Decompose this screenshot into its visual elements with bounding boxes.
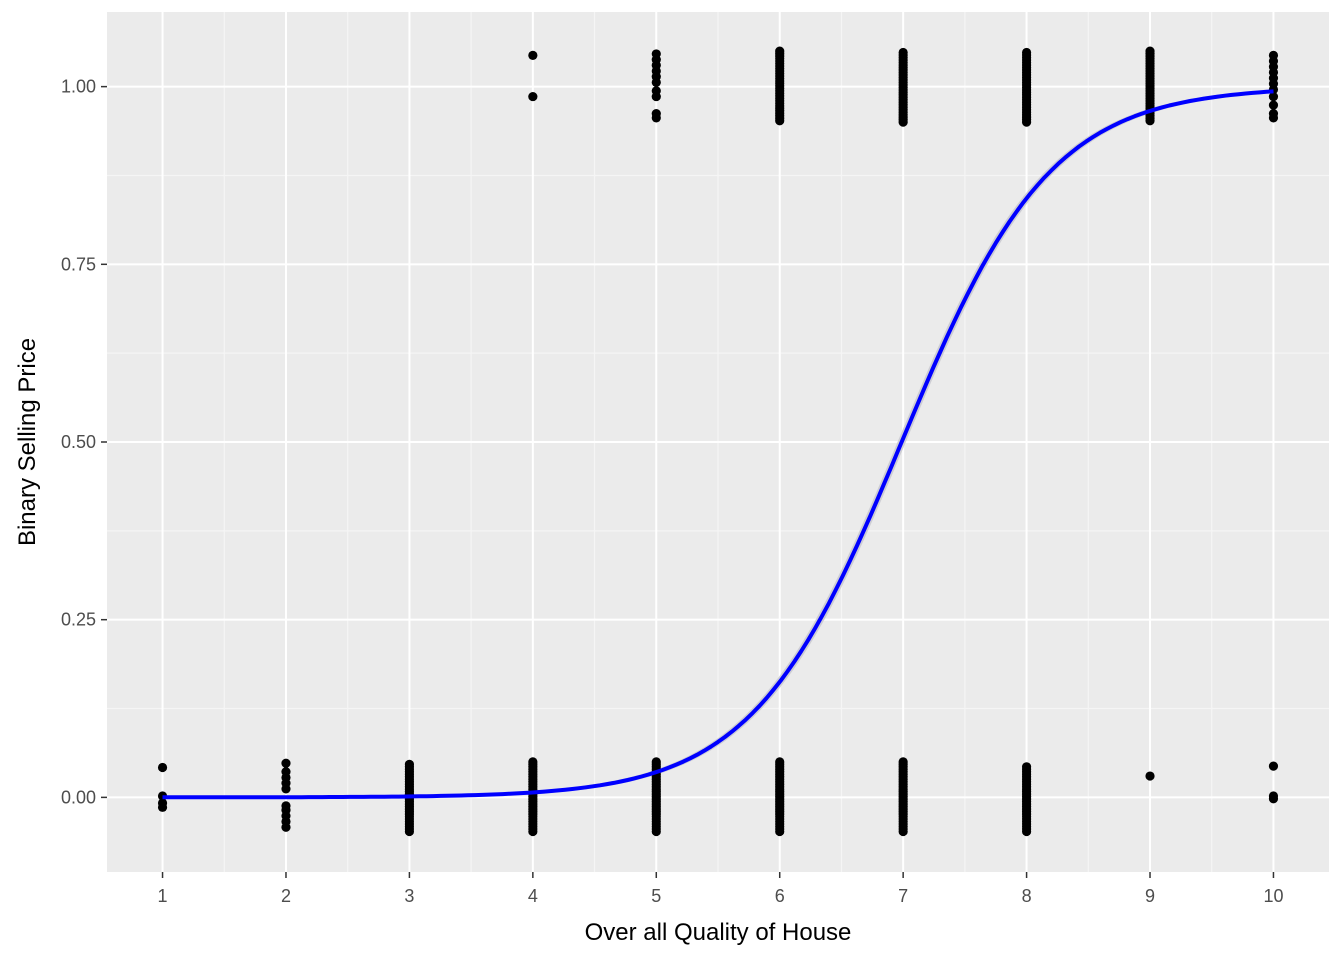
data-point	[775, 757, 785, 767]
x-tick-label: 3	[404, 886, 414, 906]
y-tick-label: 0.50	[61, 432, 96, 452]
data-point	[157, 762, 168, 773]
data-point	[1268, 113, 1279, 123]
y-tick-label: 0.00	[61, 787, 96, 807]
x-tick-label: 1	[158, 886, 168, 906]
x-tick-label: 2	[281, 886, 291, 906]
data-points	[157, 46, 1279, 837]
data-point	[528, 757, 538, 767]
x-tick-label: 7	[898, 886, 908, 906]
x-tick-label: 4	[528, 886, 538, 906]
data-point	[1145, 771, 1155, 781]
data-point	[281, 758, 291, 768]
data-point	[528, 91, 538, 102]
x-tick-label: 9	[1145, 886, 1155, 906]
x-tick-label: 5	[651, 886, 661, 906]
data-point	[528, 50, 538, 60]
data-point	[651, 77, 661, 87]
grid-major	[107, 12, 1329, 872]
y-axis-title: Binary Selling Price	[14, 338, 41, 546]
data-point	[651, 91, 661, 102]
data-point	[898, 47, 908, 58]
data-point	[651, 757, 661, 767]
x-axis-ticks: 1 2 3 4 5 6 7 8 9 10	[158, 872, 1283, 906]
data-point	[1268, 100, 1279, 110]
data-point	[898, 757, 908, 767]
x-tick-label: 8	[1022, 886, 1032, 906]
data-point	[1268, 794, 1279, 804]
y-tick-label: 0.75	[61, 254, 96, 274]
x-tick-label: 6	[775, 886, 785, 906]
data-point	[281, 784, 291, 794]
data-point	[281, 822, 291, 832]
fit-line	[162, 89, 1274, 800]
data-point	[1021, 47, 1032, 58]
y-axis-ticks: 0.00 0.25 0.50 0.75 1.00	[61, 77, 107, 807]
data-point	[651, 113, 661, 123]
data-point	[1268, 761, 1279, 771]
fit-curve	[162, 89, 1274, 800]
data-point	[775, 46, 785, 56]
x-tick-label: 10	[1263, 886, 1283, 906]
data-point	[1021, 762, 1032, 772]
data-point	[404, 759, 415, 769]
y-tick-label: 0.25	[61, 610, 96, 630]
x-axis-title: Over all Quality of House	[585, 919, 852, 946]
y-tick-label: 1.00	[61, 77, 96, 97]
data-point	[1145, 46, 1155, 56]
data-point	[1268, 91, 1279, 102]
data-point	[157, 802, 168, 812]
